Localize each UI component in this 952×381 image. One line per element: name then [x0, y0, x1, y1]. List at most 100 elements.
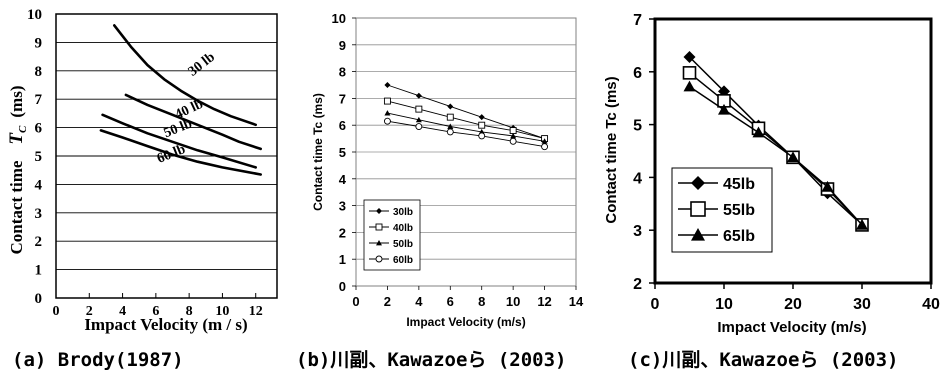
chart-a-y-tick-label: 4 [35, 177, 43, 193]
chart-a-y-tick-label: 7 [35, 92, 43, 108]
chart-b-point [447, 103, 454, 110]
chart-a-grid [56, 41, 277, 271]
chart-c-legend-box [671, 167, 773, 253]
chart-b-legend-marker [376, 240, 382, 246]
caption-c: (c)川副、Kawazoeら (2003) [628, 349, 898, 371]
chart-c-point [718, 103, 730, 115]
chart-a-x-tick-label: 4 [119, 304, 126, 319]
chart-c-legend-label: 55lb [723, 202, 755, 219]
chart-b-point [541, 138, 548, 144]
chart-c-x-ticks: 0 10 20 30 40 [651, 283, 940, 313]
caption-b: (b)川副、Kawazoeら (2003) [296, 349, 566, 371]
chart-a-y-tick-label: 9 [35, 35, 43, 51]
chart-c-legend: 45lb 55lb 65lb [671, 167, 773, 253]
chart-c-y-tick-label: 4 [633, 170, 642, 187]
chart-b-point [509, 137, 517, 145]
chart-a-series [99, 24, 263, 176]
chart-c-point [682, 66, 697, 80]
chart-b-point [541, 143, 549, 151]
chart-b-point [478, 132, 486, 140]
chart-b-series-line [387, 120, 545, 148]
chart-a-y-tick-label: 3 [35, 206, 43, 222]
chart-b-y-tick-label: 0 [339, 279, 346, 294]
chart-b-legend-marker [376, 208, 382, 214]
chart-a-y-tick-label: 6 [35, 121, 43, 137]
chart-a-y-tick-label: 0 [35, 291, 43, 307]
chart-b-x-tick-label: 4 [415, 294, 423, 309]
chart-c-x-tick-label: 0 [651, 296, 660, 313]
chart-a-y-tick-label: 10 [27, 7, 42, 23]
chart-b-legend-marker [375, 223, 383, 231]
chart-c-legend-marker [690, 201, 706, 217]
chart-a-series-line [99, 129, 263, 176]
chart-c-legend-label: 45lb [723, 176, 755, 193]
chart-b-point [447, 123, 454, 129]
chart-b-x-tick-label: 2 [384, 294, 391, 309]
chart-b-point [478, 121, 486, 129]
chart-c-y-tick-label: 6 [633, 65, 642, 82]
chart-a-y-ticks: 0 1 2 3 4 5 6 7 8 9 10 [27, 7, 43, 307]
caption-a: (a) Brody(1987) [12, 349, 184, 371]
chart-a-x-tick-label: 8 [186, 304, 193, 319]
chart-b-legend-label: 50lb [393, 239, 413, 250]
chart-b-y-ticks: 0 1 2 3 4 5 6 7 8 9 10 [332, 11, 356, 294]
chart-b-point [384, 110, 391, 116]
chart-c-y-axis-label: Contact time Tc (ms) [603, 76, 620, 223]
chart-b-x-ticks: 0 2 4 6 8 10 12 14 [352, 286, 584, 309]
chart-c-series [682, 51, 869, 232]
chart-b-y-tick-label: 7 [339, 91, 346, 106]
chart-b-point [415, 123, 423, 130]
chart-b-point [446, 128, 454, 136]
chart-b-y-tick-label: 8 [339, 65, 346, 80]
chart-b-point [415, 105, 423, 113]
chart-b-y-tick-label: 10 [332, 11, 346, 26]
chart-b-point [446, 113, 454, 121]
chart-b-point [383, 97, 391, 105]
chart-c-y-ticks: 2 3 4 5 6 7 [633, 12, 655, 293]
chart-b-x-axis-label: Impact Velocity (m/s) [406, 315, 525, 329]
chart-c-point [856, 218, 868, 230]
chart-c-y-tick-label: 3 [633, 223, 642, 240]
chart-c-y-tick-label: 7 [633, 12, 642, 29]
chart-c-legend-label: 65lb [723, 228, 755, 245]
chart-b-series-line [387, 100, 545, 140]
chart-b-y-tick-label: 3 [339, 199, 346, 214]
chart-a-x-ticks: 0 2 4 6 8 10 12 [53, 293, 263, 319]
chart-a-x-axis-label: Impact Velocity (m / s) [84, 315, 247, 334]
chart-a-y-axis-label: Contact timeTC(ms) [6, 85, 29, 254]
chart-b-x-tick-label: 0 [352, 294, 359, 309]
chart-c-x-tick-label: 40 [922, 296, 940, 313]
chart-c-point [683, 80, 696, 92]
chart-c-y-tick-label: 2 [633, 276, 642, 293]
chart-c-point [683, 51, 696, 64]
chart-b-y-tick-label: 5 [339, 145, 346, 160]
chart-b-y-tick-label: 6 [339, 118, 346, 133]
chart-a-series-line [124, 93, 263, 151]
chart-c-legend-marker [691, 228, 705, 241]
chart-b-legend-marker [375, 255, 383, 263]
chart-a-series-line [113, 24, 257, 127]
chart-a-y-tick-label: 1 [35, 263, 43, 279]
chart-a-series-line [101, 113, 257, 169]
chart-c-x-tick-label: 20 [784, 296, 802, 313]
chart-b-y-tick-label: 9 [339, 38, 346, 53]
chart-a-x-tick-label: 6 [152, 304, 159, 319]
chart-a-x-tick-label: 12 [249, 304, 263, 319]
chart-b-y-tick-label: 1 [339, 252, 346, 267]
chart-b-x-tick-label: 12 [537, 294, 551, 309]
chart-a-x-tick-label: 2 [86, 304, 93, 319]
chart-c-x-tick-label: 30 [853, 296, 871, 313]
chart-b-series [383, 82, 549, 151]
chart-c-x-axis-label: Impact Velocity (m/s) [717, 319, 866, 336]
chart-b-legend-label: 60lb [393, 255, 413, 266]
chart-b-legend-label: 40lb [393, 223, 413, 234]
chart-a-x-tick-label: 10 [215, 304, 229, 319]
chart-b-point [383, 117, 391, 125]
chart-b-point [384, 82, 391, 88]
chart-b-point [510, 132, 517, 139]
chart-b-legend: 30lb 40lb 50lb 60lb [363, 199, 421, 271]
chart-b-point [415, 116, 422, 123]
